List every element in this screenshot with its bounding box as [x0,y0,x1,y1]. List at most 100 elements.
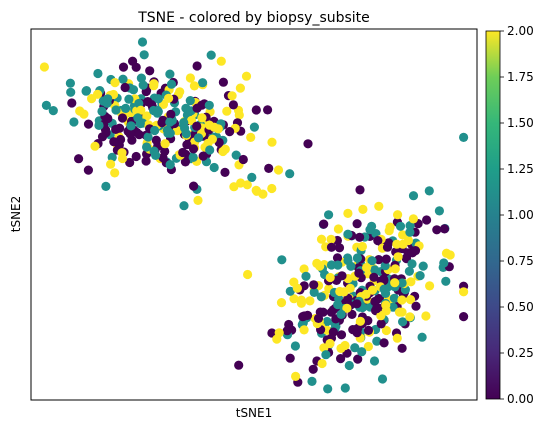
scatter-point [398,317,408,327]
scatter-point [373,236,383,246]
scatter-point [350,343,360,353]
scatter-point [377,374,388,384]
scatter-point [74,154,84,164]
scatter-point [142,111,152,121]
scatter-point [228,100,238,110]
scatter-point [98,96,108,106]
scatter-point [299,325,309,335]
scatter-point [316,292,326,302]
scatter-point [369,272,379,282]
scatter-point [111,124,121,134]
scatter-point [182,140,192,150]
scatter-point [365,225,375,235]
scatter-point [357,347,367,357]
scatter-point [117,153,128,164]
scatter-point [352,299,362,309]
scatter-point [143,132,153,142]
scatter-point [81,86,92,96]
scatter-point [158,153,168,163]
scatter-point [118,62,129,72]
scatter-point [93,68,103,79]
scatter-point [273,165,284,175]
scatter-point [188,152,198,162]
scatter-point [234,360,244,370]
scatter-point [381,300,391,310]
scatter-point [106,159,116,169]
scatter-point [185,73,195,83]
scatter-point [193,195,203,205]
scatter-point [141,156,151,166]
scatter-point [336,309,346,319]
scatter-point [90,141,100,151]
scatter-point [308,364,318,374]
scatter-point [422,215,432,225]
scatter-point [198,151,208,161]
scatter-point [307,376,317,386]
scatter-point [355,316,365,326]
scatter-point [332,253,343,263]
scatter-point [333,260,343,270]
scatter-point [382,242,393,252]
scatter-point [343,229,353,239]
scatter-point [316,234,327,244]
scatter-point [207,134,217,144]
scatter-point [41,100,52,110]
scatter-point [222,106,232,116]
scatter-point [247,172,257,182]
scatter-point [125,129,135,139]
scatter-point [172,126,182,136]
scatter-point [392,333,402,343]
scatter-point [120,82,130,93]
scatter-point [121,103,131,113]
scatter-point [151,135,161,145]
scatter-point [267,328,277,338]
scatter-point [322,316,332,327]
scatter-point [299,264,309,274]
scatter-point [405,312,415,322]
scatter-point [39,62,50,72]
scatter-point [111,105,121,115]
scatter-point [344,360,354,371]
scatter-point [405,227,415,237]
scatter-point [376,311,386,321]
scatter-point [164,93,174,103]
scatter-point [321,350,331,360]
scatter-point [339,287,349,297]
scatter-point [305,296,315,306]
scatter-point [145,66,155,76]
scatter-point [136,73,146,83]
scatter-point [285,169,295,179]
scatter-point [459,287,469,297]
scatter-point [216,56,226,66]
scatter-point [370,296,380,307]
scatter-point [324,210,334,220]
scatter-point [87,94,97,104]
scatter-point [165,128,175,138]
scatter-point [274,328,284,338]
scatter-point [342,303,352,313]
scatter-point [124,94,134,104]
scatter-point [303,139,313,149]
scatter-point [192,61,202,71]
colorbar-tick-label: 1.25 [507,162,534,176]
scatter-point [241,71,252,81]
scatter-point [421,311,431,321]
scatter-point [328,327,338,337]
scatter-point [425,281,435,291]
colorbar-tick-label: 0.25 [507,346,534,360]
scatter-point [179,201,189,211]
scatter-point [192,121,202,131]
scatter-point [189,81,199,91]
scatter-point [138,80,148,90]
scatter-point [192,103,202,113]
scatter-point [238,154,248,165]
scatter-point [289,294,299,304]
scatter-point [209,122,219,132]
scatter-point [336,330,347,340]
scatter-point [209,162,219,173]
scatter-point [393,210,403,220]
scatter-point [424,186,434,196]
scatter-point [290,341,300,351]
scatter-point [312,258,322,268]
colorbar-tick-label: 1.50 [507,116,534,130]
